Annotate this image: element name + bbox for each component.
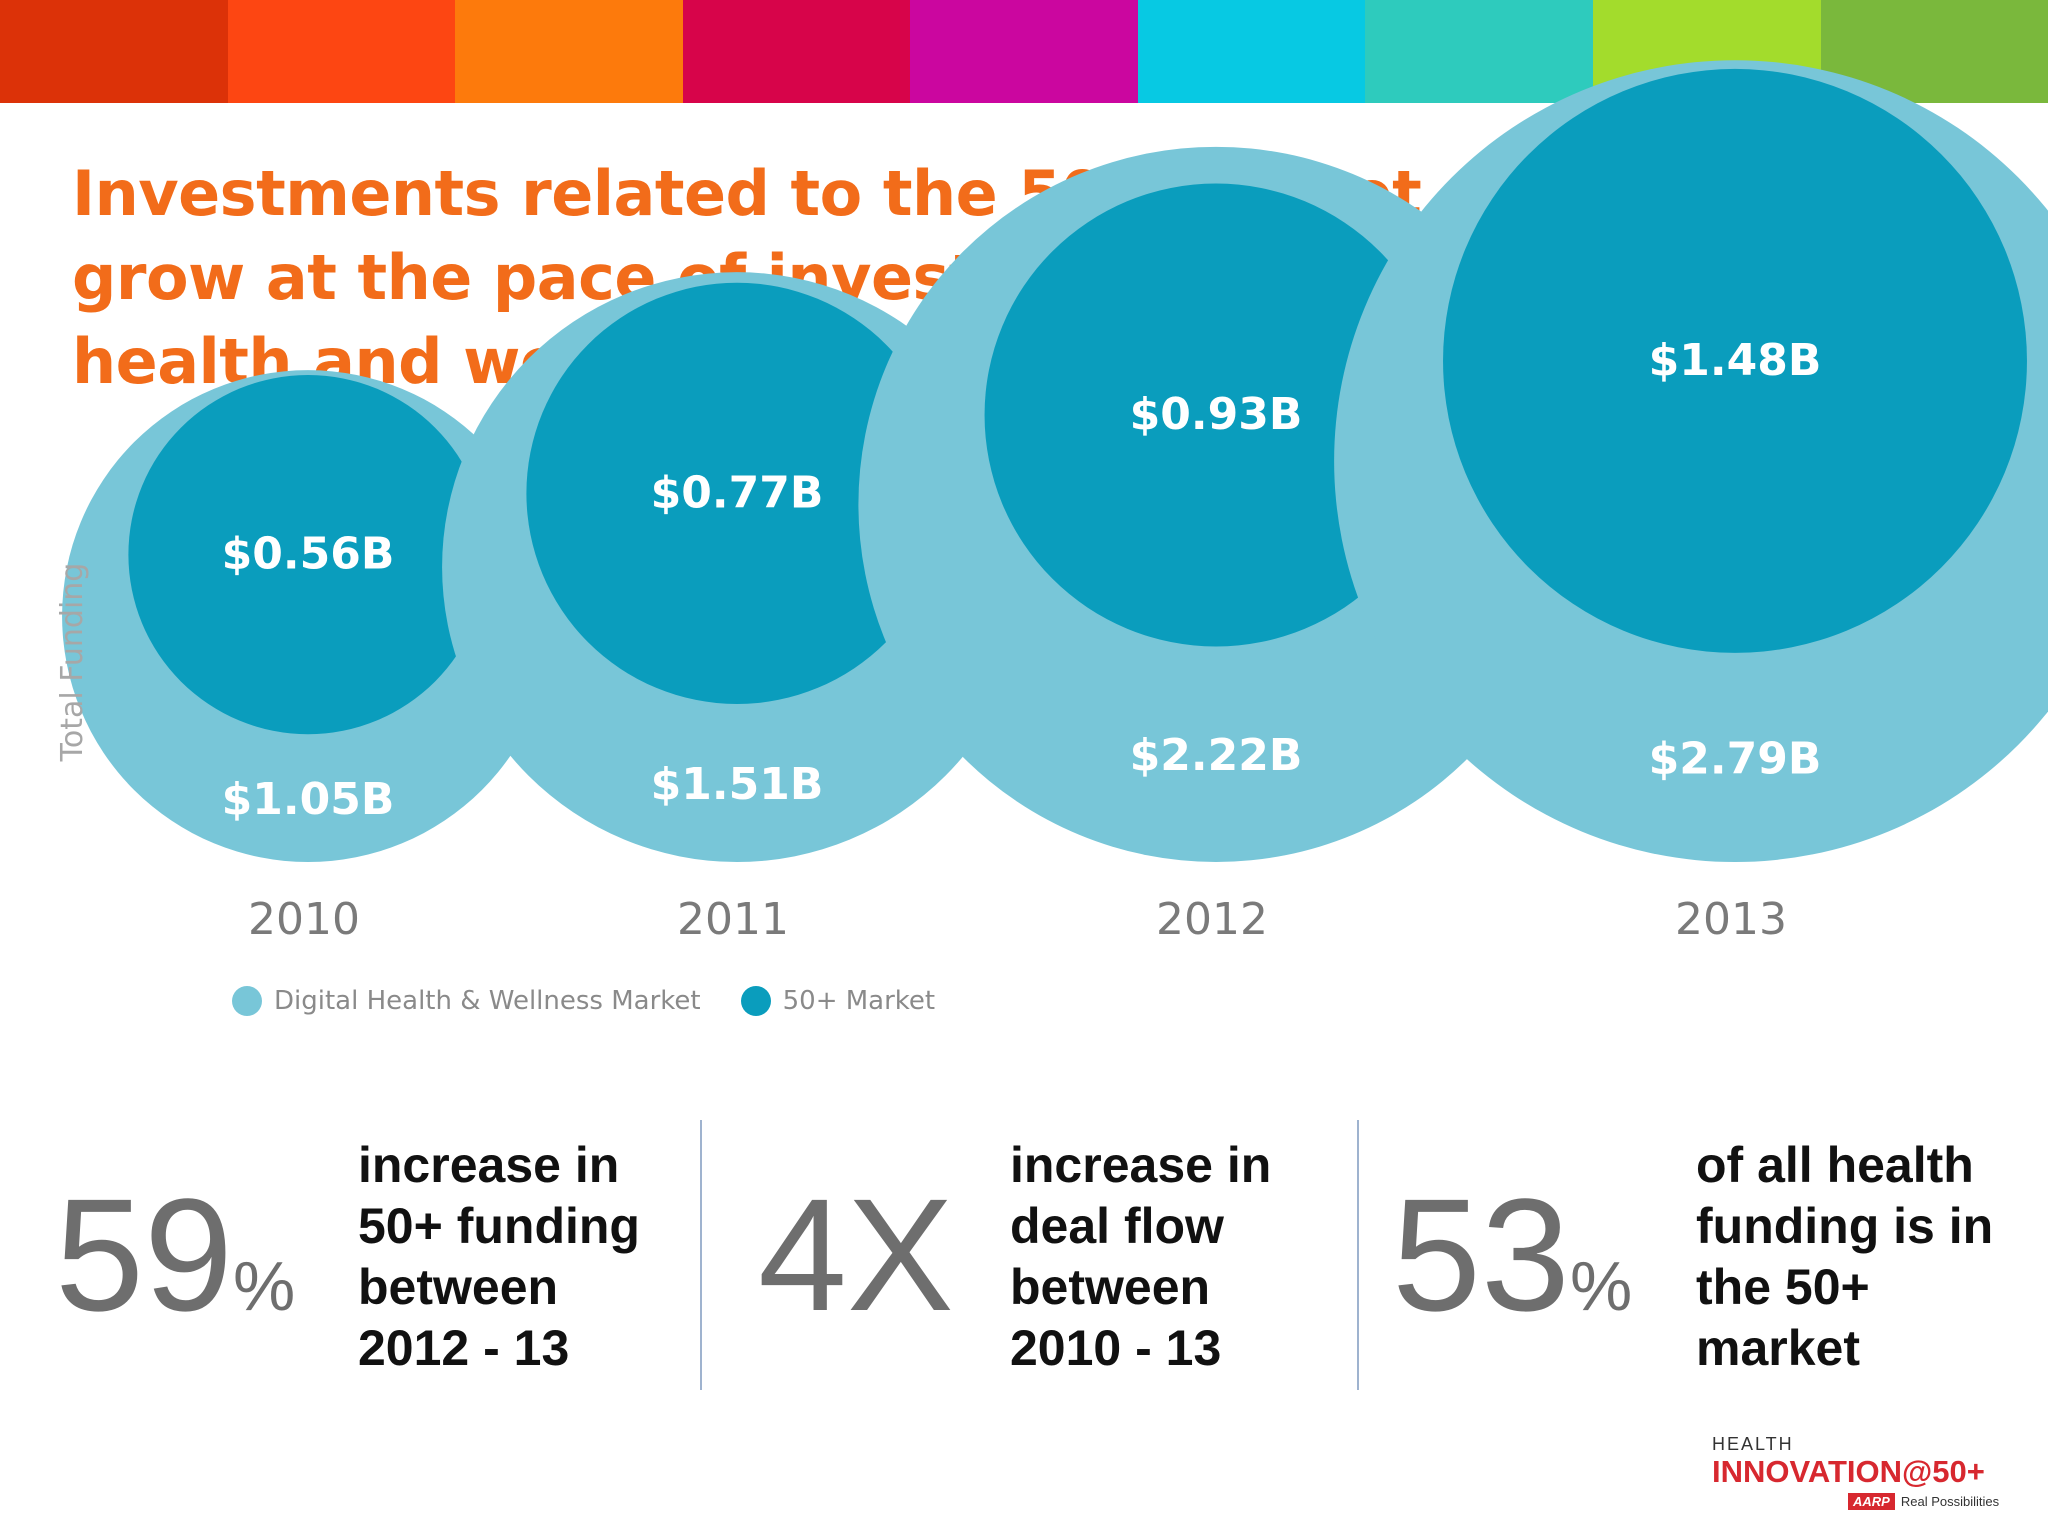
stat-number-3: 53% <box>1392 1165 1633 1344</box>
logo-main-text: INNOVATION@50+ <box>1712 1454 1985 1489</box>
x-tick-label-2010: 2010 <box>248 894 360 945</box>
bubble-50-market-2010 <box>128 374 488 735</box>
data-label-50-market-2012: $0.93B <box>1130 389 1303 440</box>
chart-legend: Digital Health & Wellness Market 50+ Mark… <box>232 986 935 1016</box>
legend-label: 50+ Market <box>782 986 936 1016</box>
data-label-digital-health-2012: $2.22B <box>1130 730 1303 781</box>
legend-item: Digital Health & Wellness Market <box>232 986 701 1016</box>
bubble-50-market-2012 <box>984 183 1448 647</box>
data-label-50-market-2011: $0.77B <box>651 467 824 518</box>
aarp-logo: AARP <box>1848 1493 1895 1510</box>
stat-divider <box>700 1120 702 1390</box>
logo-footer: AARP Real Possibilities <box>1848 1493 2012 1510</box>
legend-label: Digital Health & Wellness Market <box>274 986 701 1016</box>
data-label-digital-health-2013: $2.79B <box>1649 733 1822 784</box>
health-innovation-logo: HEALTH INNOVATION@50+ AARP Real Possibil… <box>1712 1434 2012 1510</box>
color-stripe-segment <box>682 0 911 103</box>
color-stripe-segment <box>227 0 456 103</box>
data-label-digital-health-2011: $1.51B <box>651 759 824 810</box>
data-label-50-market-2013: $1.48B <box>1649 335 1822 386</box>
legend-swatch <box>740 986 771 1016</box>
color-stripe-segment <box>1137 0 1366 103</box>
legend-swatch <box>232 986 262 1016</box>
stat-divider <box>1357 1120 1359 1390</box>
stat-number-2: 4X <box>758 1165 954 1344</box>
logo-tagline: Real Possibilities <box>1900 1494 2000 1509</box>
bubble-50-market-2011 <box>526 282 948 704</box>
color-stripe-segment <box>0 0 228 103</box>
legend-item: 50+ Market <box>740 986 936 1016</box>
data-label-digital-health-2010: $1.05B <box>222 774 395 825</box>
stat-description-3: of all health funding is in the 50+ market <box>1696 1137 1994 1376</box>
stat-description-2: increase in deal flow between 2010 - 13 <box>1010 1137 1272 1376</box>
y-axis-label: Total Funding <box>55 563 90 763</box>
color-stripe-segment <box>910 0 1138 103</box>
x-tick-label-2013: 2013 <box>1675 894 1787 945</box>
stat-description-1: increase in 50+ funding between 2012 - 13 <box>358 1137 640 1376</box>
color-stripe-segment <box>1365 0 1593 103</box>
bubble-50-market-2013 <box>1443 68 2027 653</box>
logo-small-text: HEALTH <box>1712 1434 1794 1454</box>
stat-number-1: 59% <box>55 1165 296 1344</box>
color-stripe-segment <box>455 0 683 103</box>
x-tick-label-2012: 2012 <box>1156 894 1268 945</box>
bubble-chart: $0.56B $1.05B 2010 $0.77B $1.51B 2011 $0.93B $2… <box>55 60 2048 945</box>
data-label-50-market-2010: $0.56B <box>222 529 395 580</box>
x-tick-label-2011: 2011 <box>677 894 789 945</box>
